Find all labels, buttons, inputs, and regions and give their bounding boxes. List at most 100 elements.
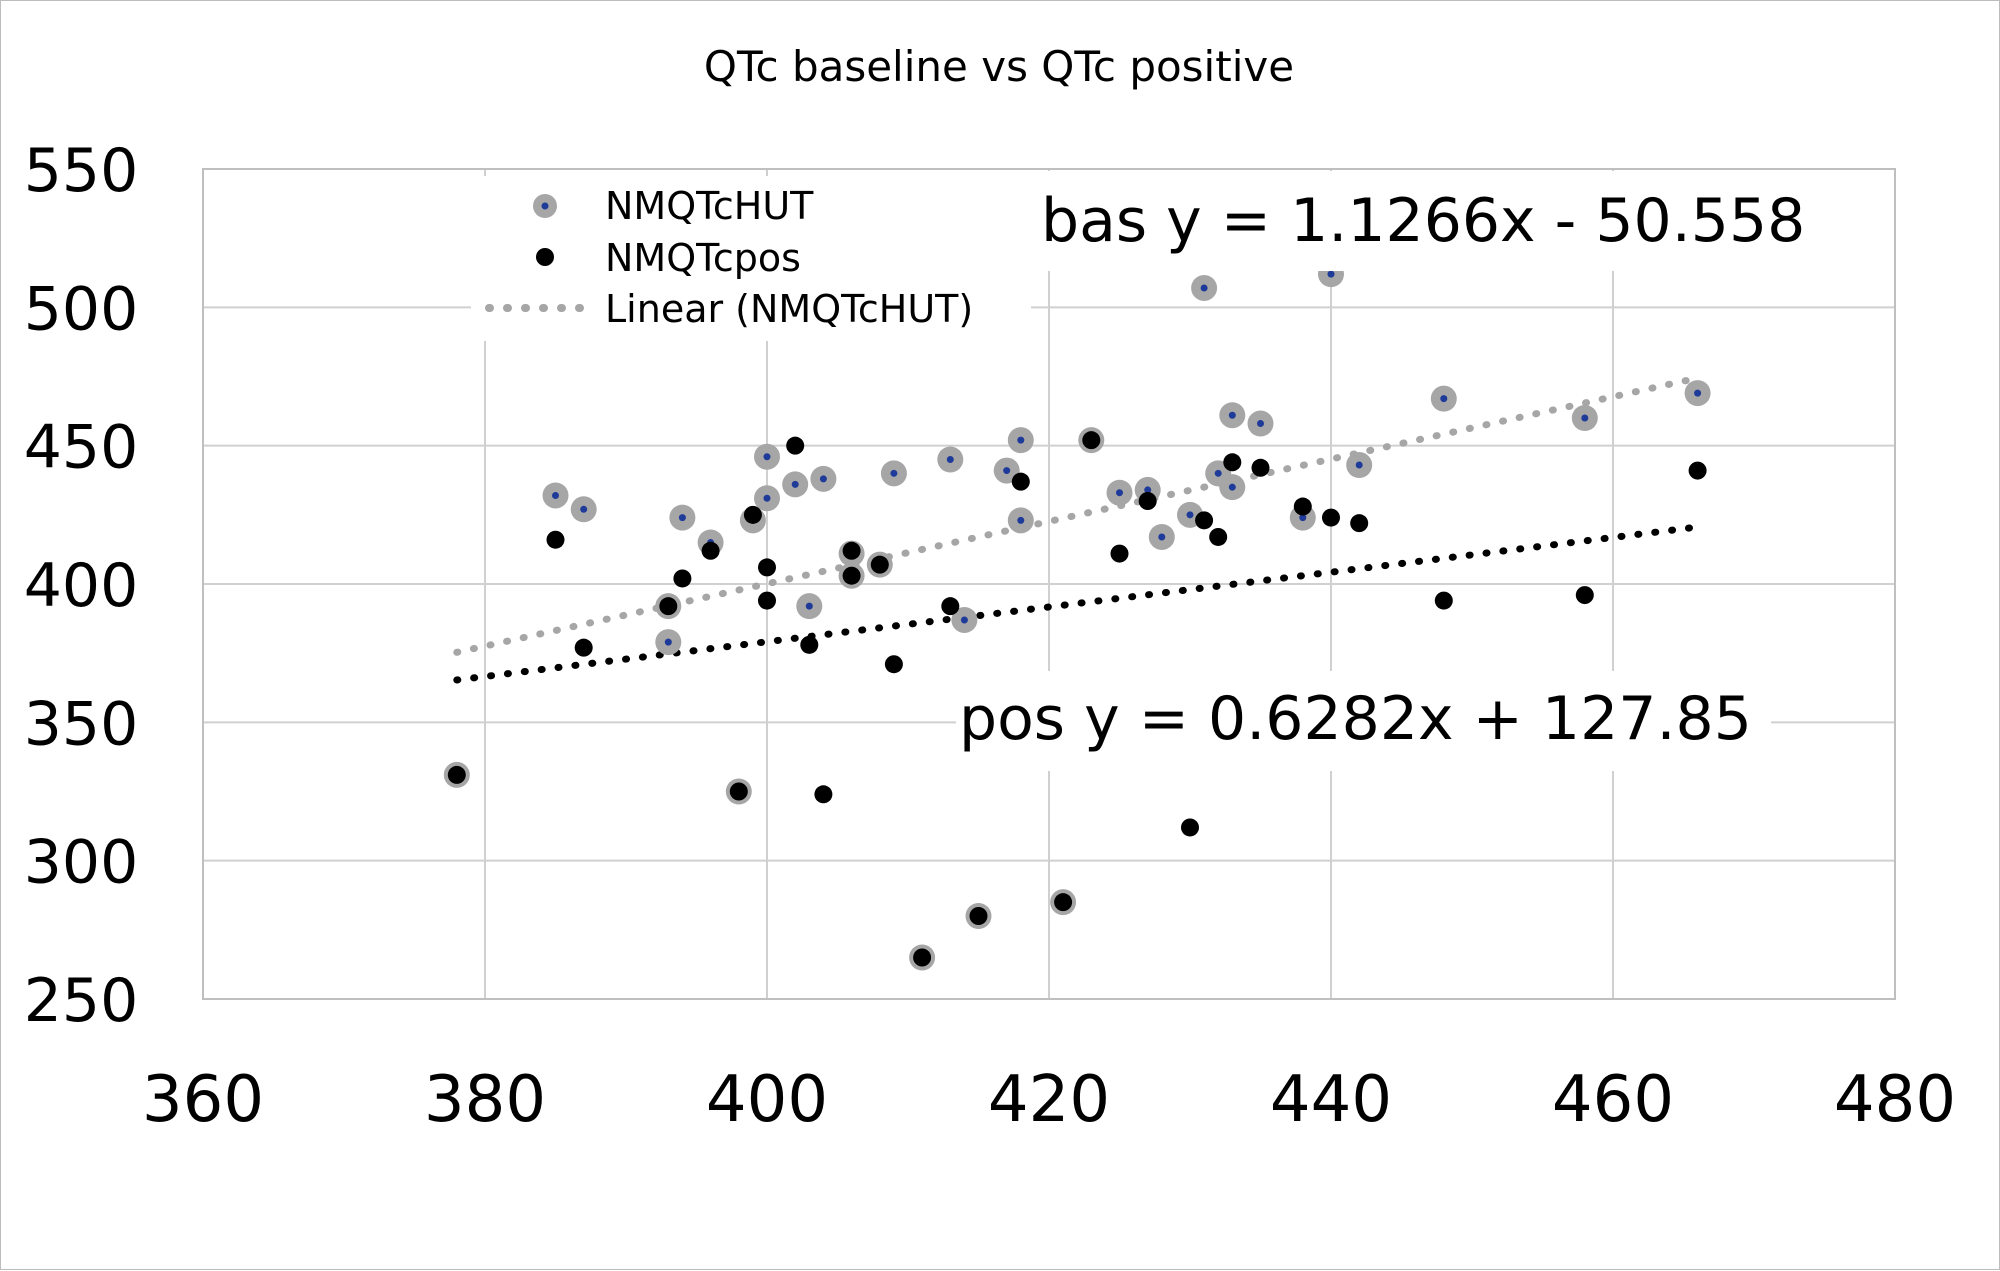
point-nmqtcpos bbox=[1251, 458, 1270, 477]
y-tick-label: 550 bbox=[24, 136, 139, 206]
y-tick-label: 300 bbox=[24, 828, 139, 898]
point-nmqtcpos bbox=[1688, 461, 1707, 480]
plot-area bbox=[202, 168, 1896, 1000]
x-tick-label: 360 bbox=[142, 1063, 264, 1137]
point-nmqtcpos bbox=[913, 948, 932, 967]
chart-title: QTc baseline vs QTc positive bbox=[704, 42, 1294, 91]
legend-label-nmqtcpos: NMQTcpos bbox=[605, 236, 801, 280]
legend-label-trendline: Linear (NMQTcHUT) bbox=[605, 287, 973, 331]
point-nmqtcpos bbox=[1575, 586, 1594, 605]
y-tick-label: 250 bbox=[24, 966, 139, 1036]
point-nmqtchut-center bbox=[1440, 395, 1448, 403]
point-nmqtcpos bbox=[786, 436, 805, 455]
gridlines bbox=[202, 168, 1896, 1000]
point-nmqtchut-center bbox=[1228, 483, 1236, 491]
point-nmqtcpos bbox=[1110, 544, 1129, 563]
point-nmqtchut-center bbox=[890, 469, 898, 477]
point-nmqtcpos bbox=[1223, 453, 1242, 472]
legend-label-nmqtchut: NMQTcHUT bbox=[605, 184, 814, 228]
y-tick-label: 400 bbox=[24, 551, 139, 621]
legend-background bbox=[471, 176, 1031, 341]
point-nmqtchut-center bbox=[1214, 469, 1222, 477]
point-nmqtcpos bbox=[574, 638, 593, 657]
equation-pos-text: pos y = 0.6282x + 127.85 bbox=[959, 684, 1752, 754]
point-nmqtcpos bbox=[701, 541, 720, 560]
point-nmqtchut-center bbox=[960, 616, 968, 624]
point-nmqtchut-center bbox=[819, 475, 827, 483]
point-nmqtchut-center bbox=[552, 491, 559, 499]
point-nmqtchut-center bbox=[1327, 270, 1335, 278]
point-nmqtcpos bbox=[743, 505, 762, 524]
x-tick-label: 380 bbox=[424, 1063, 546, 1137]
point-nmqtchut-center bbox=[678, 514, 686, 522]
point-nmqtchut-center bbox=[1003, 467, 1011, 475]
trendline-nmqtchut bbox=[453, 374, 1702, 656]
point-nmqtchut-center bbox=[580, 505, 588, 513]
point-nmqtcpos bbox=[1054, 893, 1073, 912]
point-nmqtchut-center bbox=[1200, 284, 1208, 292]
equation-bas-text: bas y = 1.1266x - 50.558 bbox=[1041, 186, 1805, 256]
point-nmqtchut-center bbox=[1017, 516, 1025, 524]
point-nmqtcpos bbox=[659, 597, 678, 616]
point-nmqtcpos bbox=[1195, 511, 1214, 530]
equation-bas: bas y = 1.1266x - 50.558 bbox=[1031, 171, 1805, 271]
point-nmqtcpos bbox=[673, 569, 692, 588]
x-tick-label: 480 bbox=[1834, 1063, 1956, 1137]
y-tick-label: 450 bbox=[24, 413, 139, 483]
legend-marker-nmqtchut-center bbox=[541, 202, 549, 210]
point-nmqtcpos bbox=[447, 765, 466, 784]
axis-ticks: 360 380 400 420 440 460 480 250 300 350 400 450 500 5… bbox=[24, 136, 1956, 1137]
point-nmqtcpos bbox=[758, 591, 776, 610]
trendline-nmqtcpos bbox=[453, 523, 1702, 684]
point-nmqtcpos bbox=[814, 785, 833, 804]
point-nmqtchut-center bbox=[763, 494, 771, 502]
point-nmqtcpos bbox=[941, 597, 960, 616]
point-nmqtcpos bbox=[1011, 472, 1030, 491]
point-nmqtcpos bbox=[870, 555, 889, 574]
point-nmqtcpos bbox=[1350, 514, 1369, 533]
equation-bas-background bbox=[1031, 171, 1771, 271]
point-nmqtcpos bbox=[842, 541, 861, 560]
point-nmqtcpos bbox=[884, 655, 903, 674]
point-nmqtcpos bbox=[969, 907, 988, 925]
legend: NMQTcHUT NMQTcpos Linear (NMQTcHUT) bbox=[471, 176, 1031, 341]
point-nmqtchut-center bbox=[1017, 436, 1025, 444]
y-tick-label: 350 bbox=[24, 689, 139, 759]
point-nmqtcpos bbox=[800, 635, 819, 654]
point-nmqtcpos bbox=[842, 566, 861, 585]
x-tick-label: 460 bbox=[1552, 1063, 1674, 1137]
point-nmqtchut-center bbox=[791, 480, 799, 488]
point-nmqtcpos bbox=[729, 782, 748, 801]
point-nmqtchut-center bbox=[1694, 389, 1702, 397]
trendlines bbox=[453, 374, 1702, 684]
point-nmqtcpos bbox=[1138, 492, 1157, 510]
point-nmqtchut-center bbox=[1581, 414, 1589, 422]
point-nmqtcpos bbox=[1209, 527, 1228, 546]
point-nmqtchut-center bbox=[1299, 514, 1307, 522]
data-points bbox=[443, 261, 1711, 971]
point-nmqtchut-center bbox=[1158, 533, 1166, 541]
point-nmqtcpos bbox=[1082, 431, 1101, 450]
y-tick-label: 500 bbox=[24, 274, 139, 344]
point-nmqtchut-center bbox=[805, 602, 813, 610]
point-nmqtchut-center bbox=[946, 456, 954, 463]
point-nmqtchut-center bbox=[1355, 461, 1363, 469]
equation-pos: pos y = 0.6282x + 127.85 bbox=[956, 671, 1771, 771]
point-nmqtcpos bbox=[1181, 818, 1199, 837]
point-nmqtcpos bbox=[1434, 591, 1453, 610]
point-nmqtcpos bbox=[758, 558, 776, 577]
point-nmqtchut-center bbox=[1144, 486, 1152, 494]
point-nmqtcpos bbox=[546, 530, 565, 549]
point-nmqtchut-center bbox=[1116, 489, 1123, 497]
point-nmqtcpos bbox=[1293, 497, 1312, 516]
x-tick-label: 440 bbox=[1270, 1063, 1392, 1137]
point-nmqtchut-center bbox=[664, 638, 672, 646]
x-tick-label: 400 bbox=[706, 1063, 828, 1137]
point-nmqtcpos bbox=[1322, 508, 1340, 527]
point-nmqtchut-center bbox=[1228, 411, 1236, 419]
legend-marker-nmqtcpos bbox=[536, 248, 554, 266]
point-nmqtchut-center bbox=[1186, 511, 1194, 519]
point-nmqtchut-center bbox=[763, 453, 771, 461]
